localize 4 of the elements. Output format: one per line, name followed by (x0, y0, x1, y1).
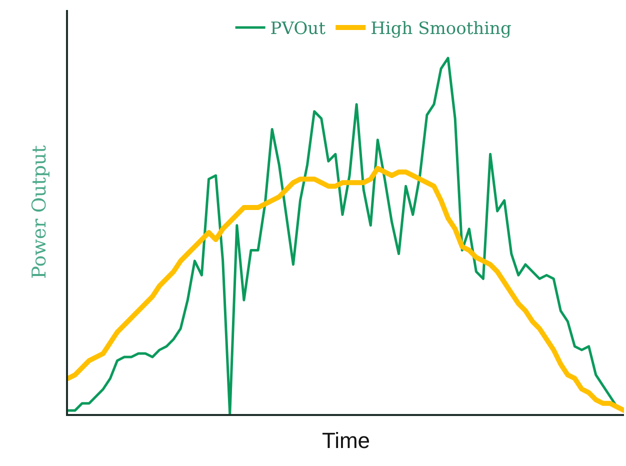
legend-label: PVOut (270, 19, 326, 40)
y-axis-title: Power Output (28, 144, 50, 279)
x-axis-title: Time (322, 428, 370, 453)
legend-label: High Smoothing (370, 19, 512, 40)
